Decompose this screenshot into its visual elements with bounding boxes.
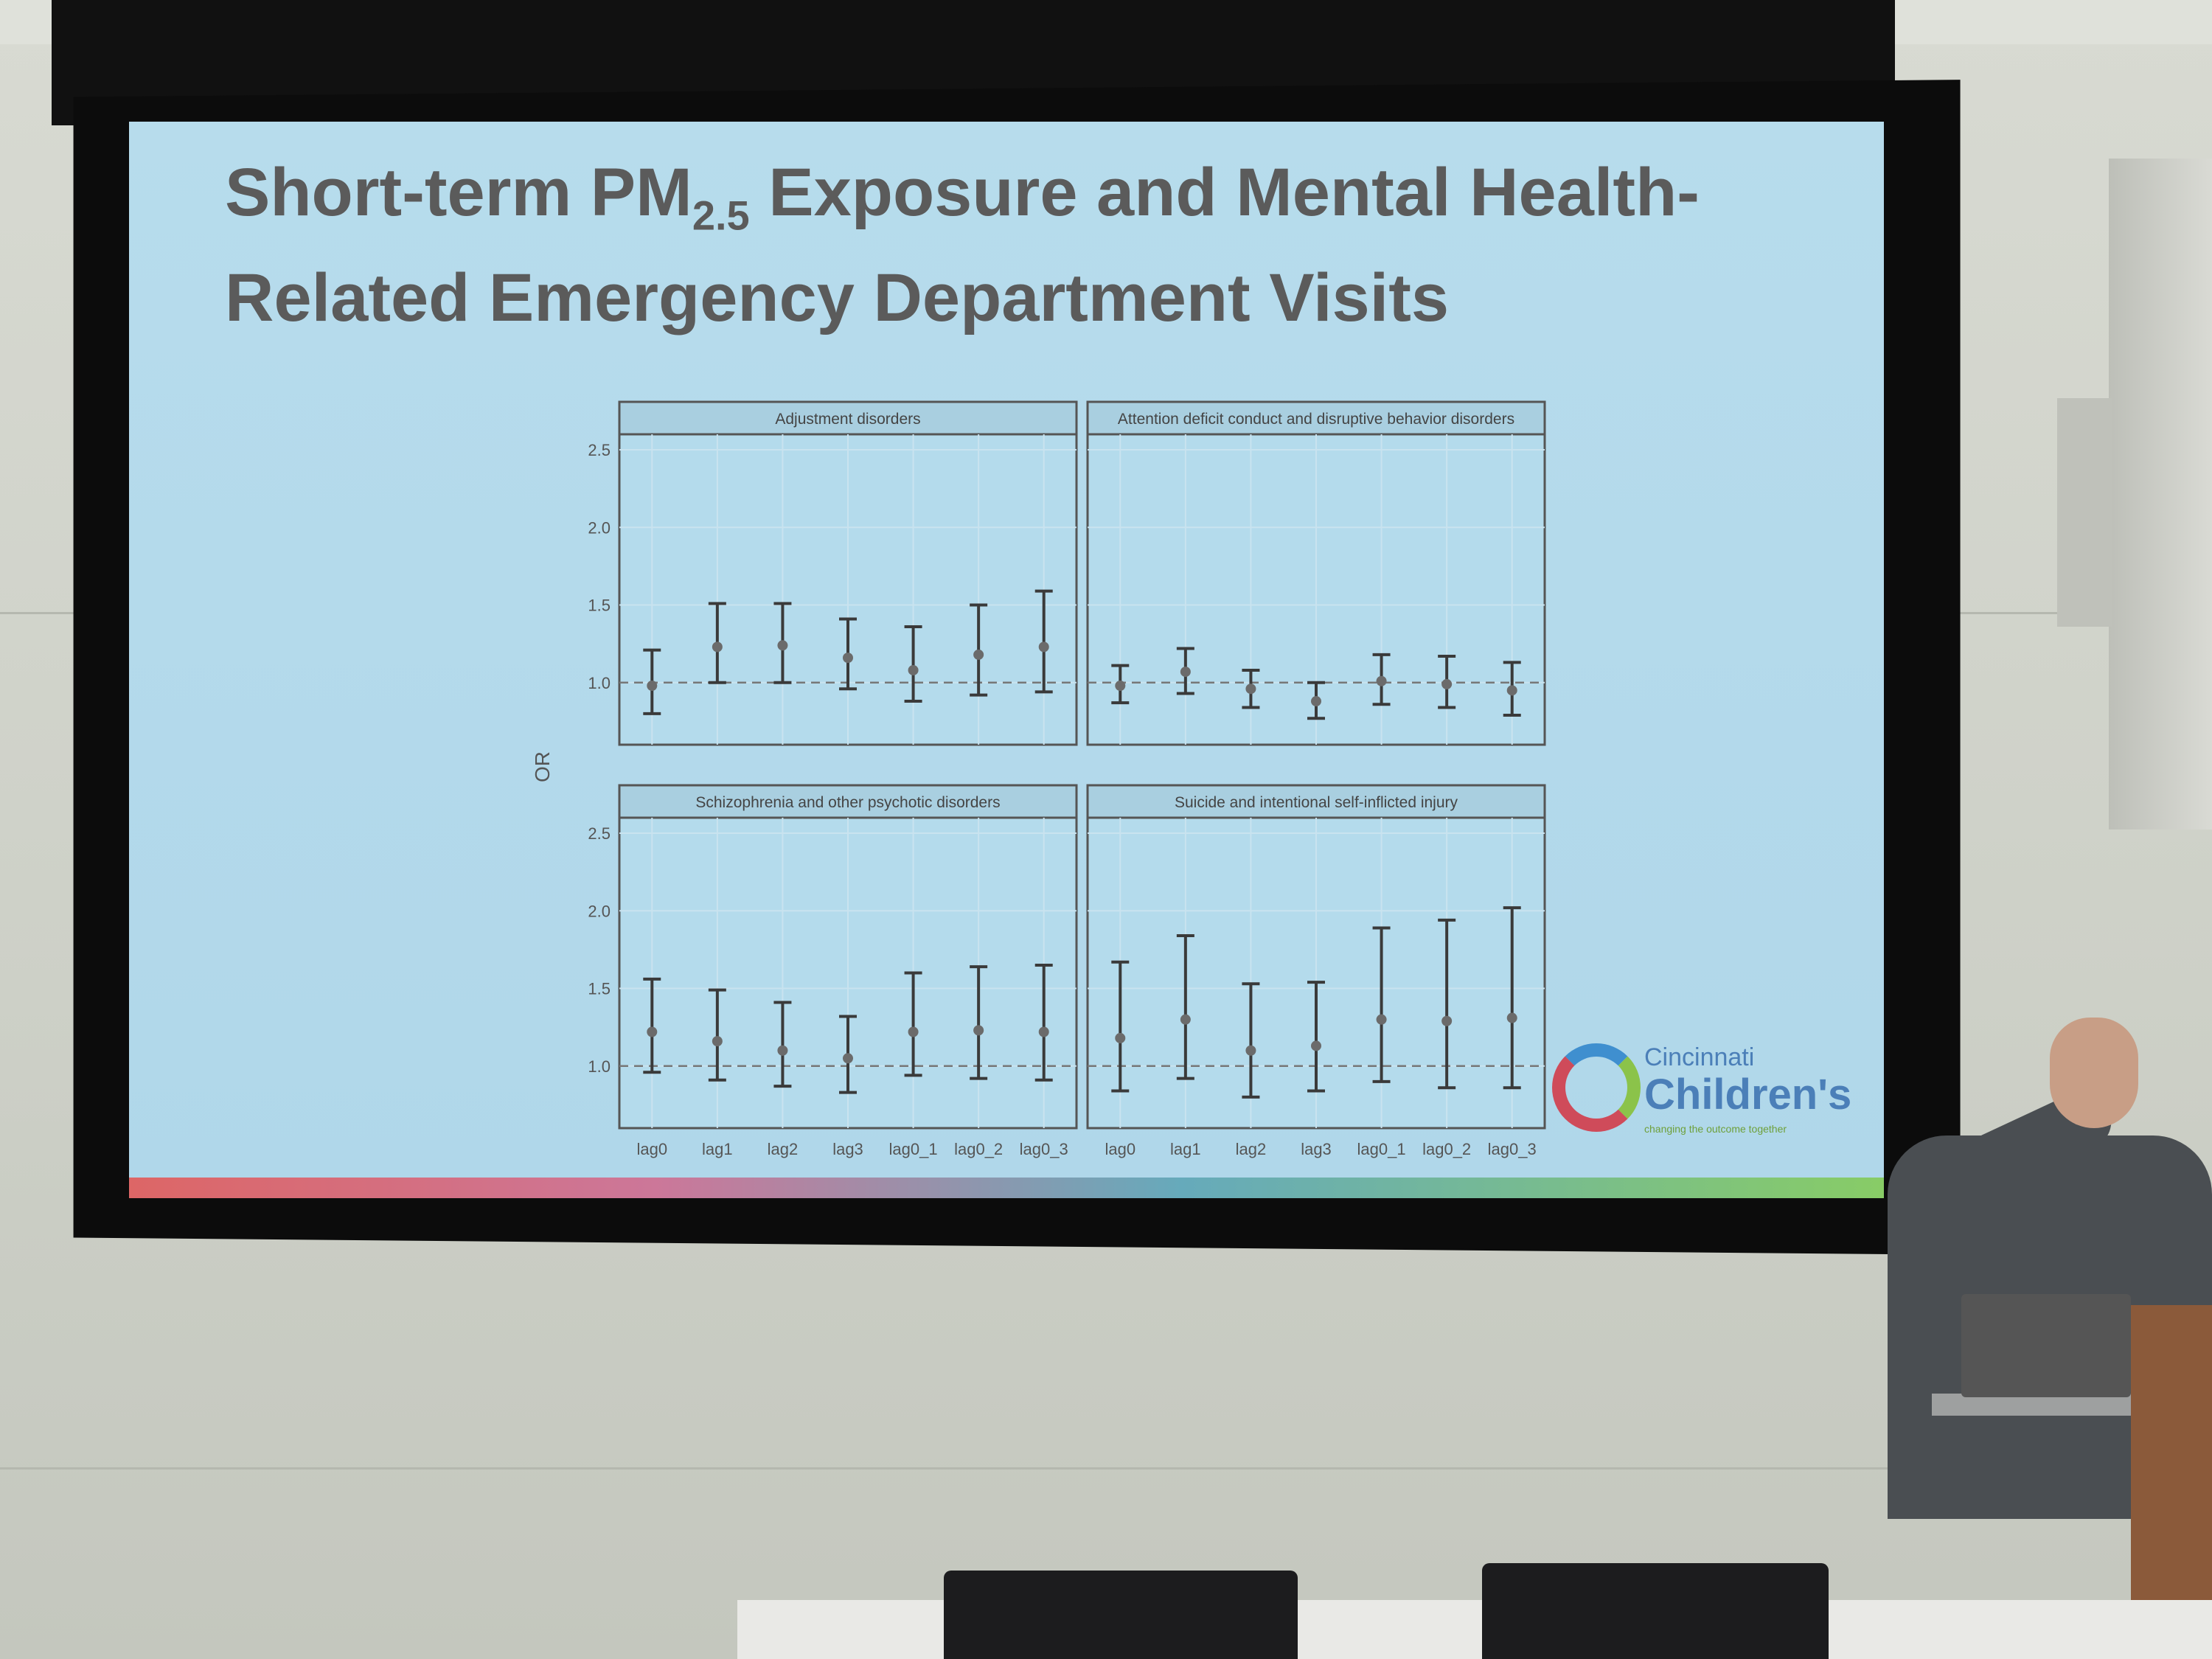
x-tick-label: lag0 — [636, 1140, 667, 1158]
wall-panel-line — [0, 1467, 2212, 1470]
x-tick-label: lag0_1 — [1357, 1140, 1406, 1158]
logo-mark-icon — [1552, 1043, 1641, 1132]
slide-title-subscript: 2.5 — [692, 192, 750, 239]
point-estimate — [1245, 1045, 1256, 1056]
y-tick-label: 2.0 — [588, 902, 611, 920]
panel-title: Attention deficit conduct and disruptive… — [1118, 411, 1514, 428]
x-tick-label: lag2 — [768, 1140, 799, 1158]
panel-strip — [618, 784, 1078, 819]
point-estimate — [908, 664, 919, 675]
panel-strip — [1086, 784, 1546, 819]
point-estimate — [647, 681, 658, 692]
point-estimate — [1376, 1014, 1387, 1025]
x-tick-label: lag0 — [1105, 1140, 1135, 1158]
y-tick-label: 1.5 — [588, 980, 611, 998]
panel-title: Schizophrenia and other psychotic disord… — [695, 794, 1000, 811]
point-estimate — [1038, 641, 1049, 653]
point-estimate — [1376, 675, 1387, 686]
x-tick-label: lag0_2 — [954, 1140, 1003, 1158]
panel-title: Adjustment disorders — [775, 411, 920, 428]
point-estimate — [1441, 678, 1453, 689]
y-tick-label: 2.5 — [588, 441, 611, 459]
panel-title: Suicide and intentional self-inflicted i… — [1175, 794, 1458, 811]
point-estimate — [712, 1036, 723, 1047]
slide-footer-color-bar — [129, 1178, 1884, 1198]
presenter-head — [2050, 1018, 2138, 1128]
x-tick-label: lag0_1 — [889, 1140, 938, 1158]
point-estimate — [1245, 684, 1256, 695]
x-tick-label: lag1 — [702, 1140, 733, 1158]
y-axis-label: OR — [531, 751, 554, 782]
point-estimate — [973, 1025, 984, 1036]
point-estimate — [1115, 1032, 1126, 1043]
y-tick-label: 2.0 — [588, 518, 611, 537]
slide-title: Short-term PM2.5 Exposure and Mental Hea… — [225, 151, 1773, 339]
logo-text-line2: Children's — [1644, 1071, 1852, 1119]
x-tick-label: lag3 — [1301, 1140, 1332, 1158]
panel-strip — [618, 400, 1078, 436]
point-estimate — [843, 1053, 853, 1064]
wall-speaker — [2109, 159, 2212, 830]
point-estimate — [777, 1045, 788, 1056]
y-tick-label: 1.0 — [588, 674, 611, 692]
point-estimate — [908, 1026, 919, 1037]
point-estimate — [647, 1026, 658, 1037]
laptop — [1961, 1294, 2131, 1397]
point-estimate — [777, 640, 788, 651]
point-estimate — [1311, 1040, 1321, 1051]
slide-title-line2: Related Emergency Department Visits — [225, 260, 1450, 336]
point-estimate — [843, 653, 853, 664]
audience-chair — [944, 1571, 1298, 1659]
panel-strip — [1086, 400, 1546, 436]
point-estimate — [1311, 696, 1321, 707]
logo-tagline: changing the outcome together — [1644, 1123, 1787, 1135]
slide-title-part1: Short-term PM — [225, 155, 692, 230]
point-estimate — [973, 649, 984, 660]
point-estimate — [1038, 1026, 1049, 1037]
wall-speaker-bracket — [2057, 398, 2112, 627]
x-tick-label: lag0_2 — [1422, 1140, 1471, 1158]
y-tick-label: 1.0 — [588, 1057, 611, 1076]
x-tick-label: lag0_3 — [1020, 1140, 1068, 1158]
y-tick-label: 2.5 — [588, 824, 611, 843]
cincinnati-childrens-logo: Cincinnati Children's changing the outco… — [1552, 1036, 1851, 1147]
x-tick-label: lag1 — [1170, 1140, 1201, 1158]
x-tick-label: lag0_3 — [1488, 1140, 1537, 1158]
forest-plot-chart: Adjustment disorders 1.0 1.5 2.0 2.5 Attentio… — [531, 400, 1546, 1158]
point-estimate — [1180, 667, 1191, 678]
x-tick-label: lag2 — [1236, 1140, 1267, 1158]
slide-title-part2: Exposure and Mental Health- — [749, 155, 1700, 230]
point-estimate — [1506, 685, 1517, 696]
point-estimate — [1441, 1015, 1453, 1026]
x-tick-label: lag3 — [832, 1140, 863, 1158]
presentation-slide: Short-term PM2.5 Exposure and Mental Hea… — [129, 122, 1884, 1198]
podium — [2131, 1305, 2212, 1630]
point-estimate — [1506, 1012, 1517, 1023]
point-estimate — [1180, 1014, 1191, 1025]
point-estimate — [712, 641, 723, 653]
point-estimate — [1115, 681, 1126, 692]
audience-chair — [1482, 1563, 1829, 1659]
logo-text-line1: Cincinnati — [1644, 1043, 1755, 1071]
y-tick-label: 1.5 — [588, 597, 611, 615]
